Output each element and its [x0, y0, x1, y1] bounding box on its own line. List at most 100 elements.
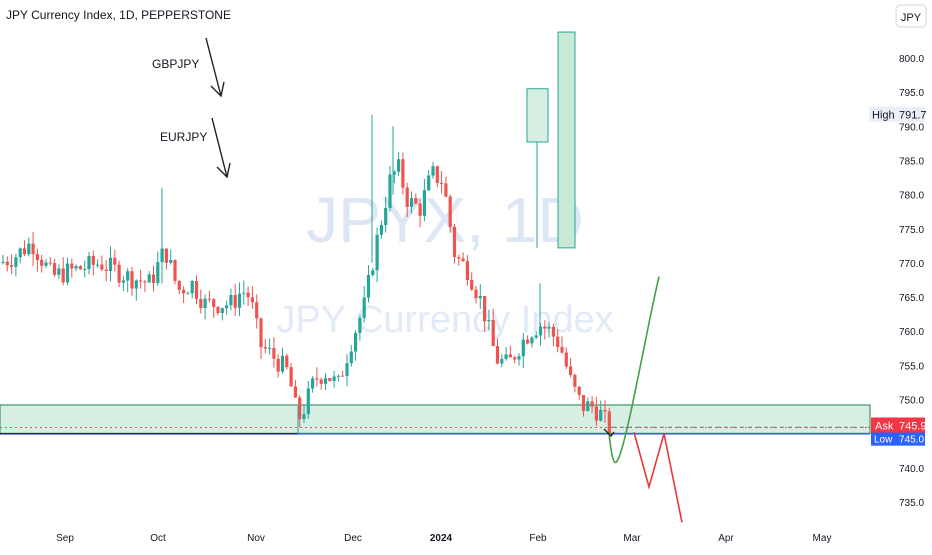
candle-body — [362, 297, 366, 318]
high-label: High — [872, 110, 895, 122]
green-projection-path[interactable] — [608, 276, 660, 464]
candle-body — [581, 394, 586, 412]
ask-label: Ask — [875, 421, 894, 433]
candle-body — [500, 358, 504, 364]
x-tick-label: Apr — [718, 533, 734, 544]
projection-box-large[interactable] — [557, 31, 576, 249]
candle-body — [504, 354, 508, 359]
candle-body — [599, 409, 603, 421]
candle-body — [298, 397, 302, 420]
candle-body — [358, 317, 362, 333]
candle-body — [74, 266, 78, 269]
candle-body — [551, 326, 555, 337]
candle-body — [427, 175, 431, 191]
candle-body — [78, 266, 82, 270]
candle-body — [577, 386, 581, 395]
candle-body — [354, 332, 358, 352]
candle-body — [332, 376, 336, 381]
candle-body — [495, 346, 500, 364]
candle-body — [534, 335, 538, 338]
candle-body — [521, 339, 525, 357]
candle-body — [375, 234, 379, 271]
projection-boxes — [526, 31, 576, 249]
candle-body — [586, 401, 590, 412]
candle-body — [1, 261, 5, 263]
candle-body — [53, 263, 57, 275]
annotation-gbpjpy[interactable]: GBPJPY — [152, 57, 199, 71]
candle-body — [237, 293, 242, 308]
candle-body — [341, 375, 345, 377]
candle-body — [151, 274, 156, 283]
candle-body — [435, 166, 439, 184]
x-tick-label: Feb — [529, 533, 547, 544]
watermark-name: JPY Currency Index — [276, 299, 613, 341]
candle-body — [10, 265, 14, 267]
y-tick-label: 765.0 — [899, 293, 924, 304]
candle-body — [388, 174, 392, 208]
candle-body — [293, 386, 297, 398]
high-value: 791.7 — [899, 110, 927, 122]
candle-body — [147, 274, 151, 283]
currency-badge-label: JPY — [901, 12, 922, 24]
candle-body — [371, 270, 375, 276]
candle-body — [272, 348, 276, 359]
y-tick-label: 790.0 — [899, 122, 924, 133]
candle-body — [508, 354, 512, 358]
candle-body — [268, 348, 272, 350]
y-tick-label: 770.0 — [899, 259, 924, 270]
candle-body — [323, 378, 328, 384]
red-projection-path[interactable] — [633, 432, 683, 523]
candle-body — [487, 319, 491, 322]
x-tick-label: Nov — [247, 533, 265, 544]
x-tick-label: 2024 — [430, 533, 453, 544]
candle-body — [139, 280, 143, 282]
candle-body — [319, 379, 323, 384]
annotation-arrow-1[interactable] — [205, 37, 225, 98]
candle-body — [414, 198, 418, 204]
currency-badge[interactable] — [895, 4, 927, 28]
candle-body — [517, 356, 521, 360]
candle-body — [259, 318, 263, 348]
candle-body — [276, 358, 280, 372]
x-tick-label: Sep — [56, 533, 74, 544]
projection-pivot-mark — [603, 428, 615, 437]
candle-body — [156, 262, 160, 283]
candle-body — [345, 363, 349, 376]
support-zone[interactable] — [0, 404, 871, 435]
candle-body — [121, 280, 125, 283]
y-tick-label: 735.0 — [899, 498, 924, 509]
candle-body — [366, 275, 371, 298]
candle-body — [65, 263, 70, 283]
x-tick-label: Mar — [623, 533, 641, 544]
candle-body — [113, 257, 117, 265]
candle-body — [5, 261, 9, 266]
y-tick-label: 785.0 — [899, 156, 924, 167]
candle-body — [18, 248, 22, 258]
candle-body — [573, 374, 577, 387]
annotation-eurjpy[interactable]: EURJPY — [160, 130, 207, 144]
candle-body — [440, 183, 444, 185]
candle-body — [349, 351, 353, 364]
annotation-arrow-2[interactable] — [211, 117, 231, 179]
candle-body — [190, 280, 194, 294]
candle-body — [40, 259, 44, 266]
candle-body — [263, 347, 267, 349]
projection-box-small[interactable] — [526, 88, 549, 143]
candle-body — [530, 337, 534, 344]
time-axis[interactable]: Sep Oct Nov Dec 2024 Feb Mar Apr May — [56, 533, 831, 544]
x-tick-label: May — [813, 533, 832, 544]
candle-body — [379, 224, 383, 235]
candle-body — [31, 243, 35, 255]
candle-body — [233, 295, 237, 308]
ask-value: 745.9 — [899, 421, 927, 433]
candle-body — [328, 378, 332, 381]
candle-body — [289, 367, 293, 387]
candle-body — [220, 308, 224, 313]
y-tick-label: 800.0 — [899, 54, 924, 65]
y-tick-label: 750.0 — [899, 396, 924, 407]
candle-body — [474, 289, 478, 299]
candle-body — [590, 401, 594, 407]
candle-body — [457, 257, 461, 259]
candle-body — [556, 336, 560, 348]
